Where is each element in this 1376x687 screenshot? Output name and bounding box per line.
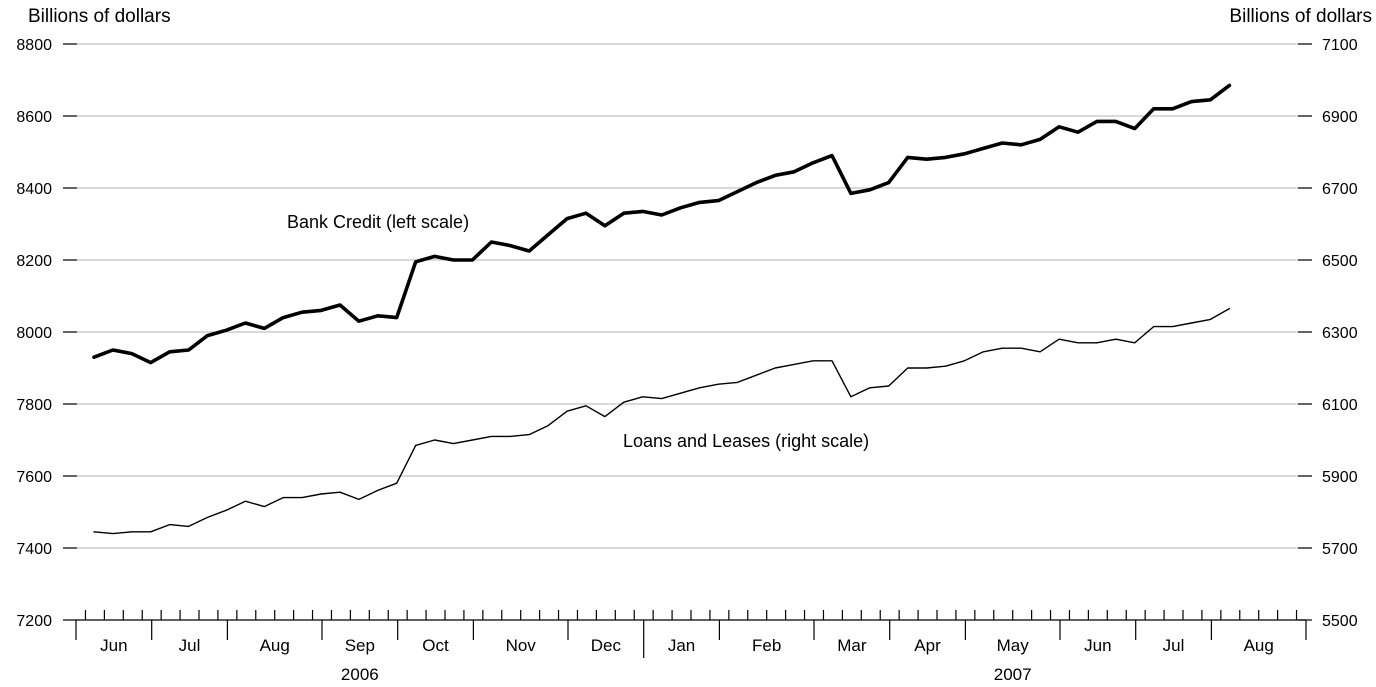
left-tick-label: 8200 [16, 253, 52, 270]
month-label: Jun [1084, 636, 1111, 655]
x-axis: Jun Jul Aug Sep Oct Nov Dec Jan Feb Mar Apr May Jun J… [75, 610, 1307, 684]
year-label: 2007 [994, 665, 1032, 684]
series-line-loans-leases [93, 307, 1231, 535]
left-tick-label: 7400 [16, 541, 52, 558]
left-tick-label: 8600 [16, 109, 52, 126]
right-tick-label: 6300 [1322, 325, 1358, 342]
month-label: Sep [345, 636, 375, 655]
left-tick-label: 8800 [16, 37, 52, 54]
right-axis-title: Billions of dollars [1229, 6, 1372, 27]
right-tick-label: 7100 [1322, 37, 1358, 54]
right-tick-label: 5500 [1322, 613, 1358, 630]
month-label: Jul [179, 636, 201, 655]
year-label: 2006 [341, 665, 379, 684]
right-tick-label: 5700 [1322, 541, 1358, 558]
left-axis: 7200 7400 7600 7800 8000 8200 8400 8600 8800 [16, 37, 77, 630]
month-label: Aug [260, 636, 290, 655]
month-label: Jan [668, 636, 695, 655]
month-label: Jul [1163, 636, 1185, 655]
right-tick-label: 6900 [1322, 109, 1358, 126]
right-axis: 5500 5700 5900 6100 6300 6500 6700 6900 7100 [1298, 37, 1358, 630]
right-tick-label: 6500 [1322, 253, 1358, 270]
month-label: Nov [506, 636, 537, 655]
month-label: Jun [100, 636, 127, 655]
left-tick-label: 7800 [16, 397, 52, 414]
left-axis-title: Billions of dollars [28, 6, 171, 27]
series-label-bank-credit: Bank Credit (left scale) [287, 212, 469, 232]
right-tick-label: 6100 [1322, 397, 1358, 414]
right-tick-label: 5900 [1322, 469, 1358, 486]
month-label: Mar [837, 636, 867, 655]
month-label: May [997, 636, 1030, 655]
left-tick-label: 8400 [16, 181, 52, 198]
left-tick-label: 8000 [16, 325, 52, 342]
month-label: Feb [752, 636, 781, 655]
month-label: Oct [422, 636, 449, 655]
series-layer [92, 83, 1232, 535]
gridlines [77, 43, 1298, 549]
left-tick-label: 7200 [16, 613, 52, 630]
right-tick-label: 6700 [1322, 181, 1358, 198]
series-label-loans-leases: Loans and Leases (right scale) [623, 431, 869, 451]
series-line-bank-credit [92, 83, 1232, 365]
month-label: Aug [1244, 636, 1274, 655]
month-label: Dec [591, 636, 622, 655]
month-label: Apr [914, 636, 941, 655]
left-tick-label: 7600 [16, 469, 52, 486]
